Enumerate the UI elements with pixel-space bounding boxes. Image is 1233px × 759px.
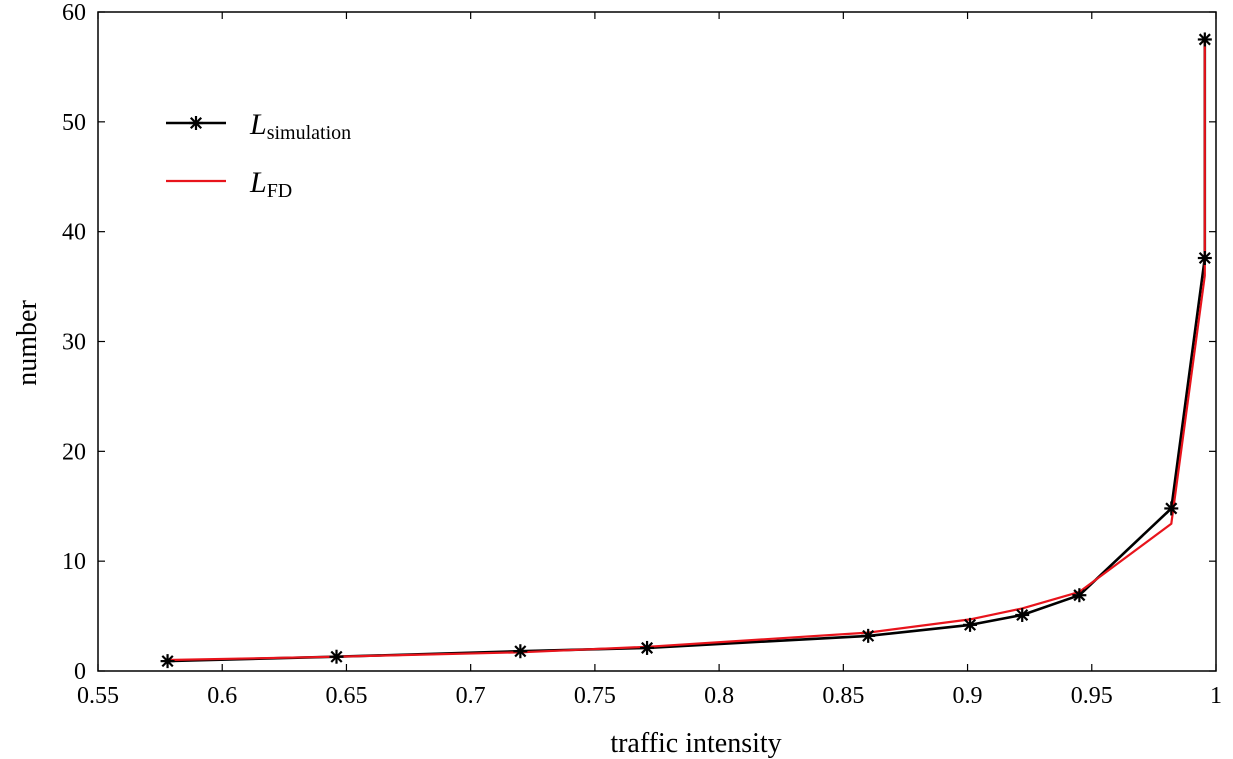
x-tick-label: 0.75 [574, 683, 616, 709]
x-tick-label: 0.95 [1071, 683, 1113, 709]
data-point-simulation [160, 654, 175, 669]
data-point-simulation [1072, 588, 1087, 603]
data-point-simulation [1164, 501, 1179, 516]
y-tick-label: 30 [62, 330, 86, 356]
data-point-simulation [329, 649, 344, 664]
data-point-simulation [640, 640, 655, 655]
data-point-simulation [1197, 32, 1212, 47]
y-tick-label: 40 [62, 220, 86, 246]
legend-label-fd: LFD [249, 166, 292, 202]
x-tick-label: 0.6 [207, 683, 237, 709]
x-tick-label: 0.85 [822, 683, 864, 709]
x-tick-label: 0.55 [77, 683, 119, 709]
y-axis-title: number [12, 300, 43, 386]
data-point-simulation [861, 628, 876, 643]
y-tick-label: 10 [62, 549, 86, 575]
data-point-simulation [963, 617, 978, 632]
x-tick-label: 0.7 [456, 683, 486, 709]
x-axis: 0.55 0.6 0.65 0.7 0.75 0.8 0.85 0.9 0.95 1 [77, 12, 1222, 709]
y-tick-label: 50 [62, 110, 86, 136]
x-tick-label: 0.9 [953, 683, 983, 709]
y-tick-label: 0 [74, 659, 86, 685]
legend-marker-simulation [189, 116, 203, 130]
y-tick-label: 20 [62, 439, 86, 465]
x-axis-title: traffic intensity [610, 728, 781, 759]
data-point-simulation [1197, 251, 1212, 266]
legend: Lsimulation LFD [166, 108, 351, 202]
x-tick-label: 0.8 [704, 683, 734, 709]
plot-lines [160, 32, 1212, 669]
legend-label-simulation: Lsimulation [249, 108, 351, 144]
data-point-simulation [1015, 607, 1030, 622]
x-tick-label: 1 [1210, 683, 1222, 709]
y-axis: 0 10 20 30 40 50 60 [62, 0, 1216, 685]
data-point-simulation [513, 644, 528, 659]
y-tick-label: 60 [62, 0, 86, 26]
x-tick-label: 0.65 [325, 683, 367, 709]
